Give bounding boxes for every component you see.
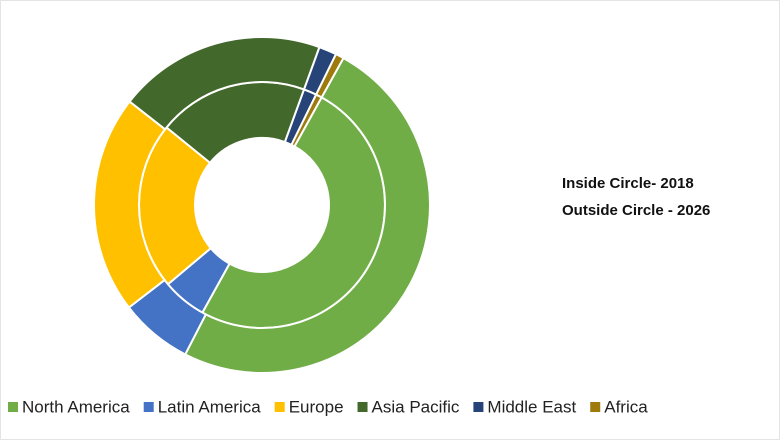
donut-segment [183,56,431,374]
legend-swatch [274,402,285,412]
legend-label: Asia Pacific [372,397,460,416]
legend-label: North America [22,397,130,416]
legend-label: Africa [604,397,648,416]
legend-label: Middle East [487,397,576,416]
annotation: Outside Circle - 2026 [562,202,710,219]
legend-swatch [357,402,368,412]
annotation: Inside Circle- 2018 [562,175,694,192]
legend-swatch [473,402,484,412]
legend-swatch [590,402,601,412]
donut-segment [314,52,345,99]
legend-swatch [143,402,154,412]
legend-label: Europe [289,397,344,416]
legend-label: Latin America [158,397,262,416]
legend-swatch [8,402,18,412]
